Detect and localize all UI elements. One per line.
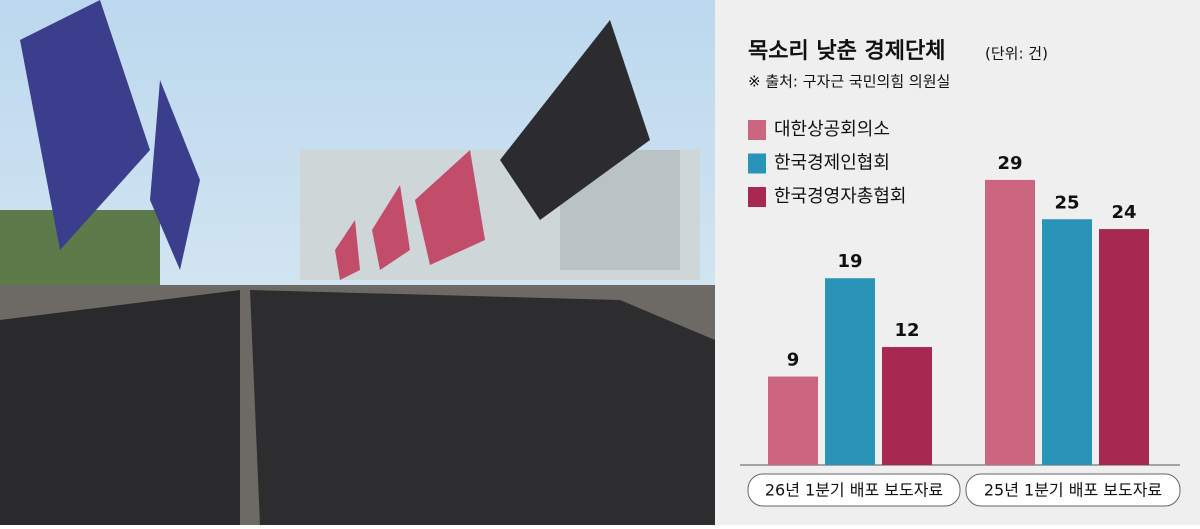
- bar: [1042, 219, 1092, 465]
- photo-flag: [415, 150, 485, 265]
- legend-label: 대한상공회의소: [774, 119, 890, 140]
- value-label: 24: [1111, 202, 1136, 223]
- bar: [1099, 229, 1149, 465]
- photo: [0, 0, 715, 525]
- chart-source: ※ 출처: 구자근 국민의힘 의원실: [748, 73, 950, 91]
- value-label: 9: [787, 350, 800, 371]
- value-label: 12: [894, 320, 919, 341]
- value-label: 25: [1054, 192, 1079, 213]
- photo-flag: [20, 0, 150, 250]
- legend-swatch: [748, 187, 766, 207]
- photo-flag: [335, 220, 360, 280]
- category-box: [747, 473, 961, 507]
- bar: [985, 179, 1035, 465]
- legend-swatch: [748, 120, 766, 140]
- bar: [882, 347, 932, 465]
- photo-flag: [150, 80, 200, 270]
- legend-swatch: [748, 153, 766, 174]
- value-label: 29: [997, 153, 1022, 174]
- category-label: 25년 1분기 배포 보도자료: [984, 481, 1162, 500]
- value-label: 19: [837, 251, 862, 272]
- legend-label: 한국경제인협회: [774, 153, 890, 174]
- chart-unit: (단위: 건): [985, 45, 1048, 63]
- photo-crowd: [250, 290, 715, 525]
- category-label: 26년 1분기 배포 보도자료: [765, 481, 943, 500]
- chart-title: 목소리 낮춘 경제단체: [748, 39, 945, 64]
- legend-label: 한국경영자총협회: [774, 186, 906, 207]
- category-box: [965, 473, 1181, 507]
- photo-flag: [372, 185, 410, 270]
- bar: [768, 376, 818, 465]
- photo-crowd: [0, 290, 240, 525]
- bar: [825, 278, 875, 465]
- photo-flag: [500, 20, 650, 220]
